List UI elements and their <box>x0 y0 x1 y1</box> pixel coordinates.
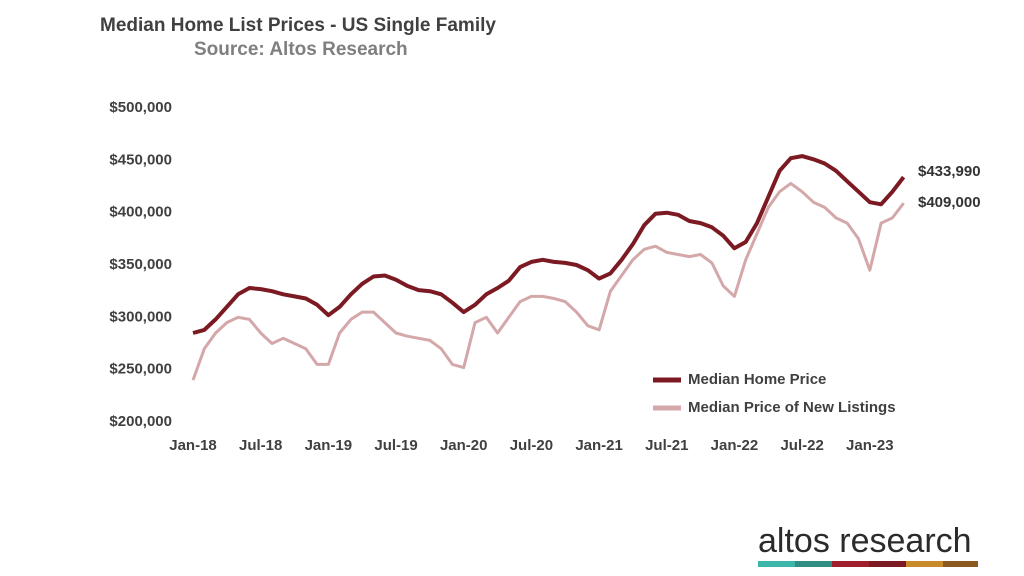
y-tick-label: $250,000 <box>109 361 172 378</box>
line <box>191 181 905 381</box>
x-tick-label: Jan-21 <box>575 437 623 454</box>
x-tick-label: Jan-20 <box>440 437 488 454</box>
x-tick-label: Jul-18 <box>239 437 282 454</box>
x-tick-label: Jan-19 <box>305 437 353 454</box>
legend-label: Median Home Price <box>688 371 826 388</box>
end-label: $433,990 <box>918 163 981 180</box>
x-tick-label: Jul-20 <box>510 437 553 454</box>
logo-bar <box>758 561 978 567</box>
x-tick-label: Jan-22 <box>711 437 759 454</box>
y-tick-label: $350,000 <box>109 256 172 273</box>
x-tick-label: Jul-22 <box>780 437 823 454</box>
logo: altos research <box>758 522 972 560</box>
y-tick-label: $200,000 <box>109 413 172 430</box>
y-tick-label: $300,000 <box>109 308 172 325</box>
y-tick-label: $500,000 <box>109 99 172 116</box>
x-tick-label: Jan-23 <box>846 437 894 454</box>
x-tick-label: Jul-19 <box>374 437 417 454</box>
chart-title: Median Home List Prices - US Single Fami… <box>100 15 496 36</box>
x-tick-label: Jan-18 <box>169 437 217 454</box>
legend-label: Median Price of New Listings <box>688 399 896 416</box>
end-label: $409,000 <box>918 194 981 211</box>
chart-subtitle: Source: Altos Research <box>194 39 408 60</box>
line <box>192 154 906 335</box>
y-tick-label: $400,000 <box>109 204 172 221</box>
y-tick-label: $450,000 <box>109 151 172 168</box>
x-tick-label: Jul-21 <box>645 437 688 454</box>
